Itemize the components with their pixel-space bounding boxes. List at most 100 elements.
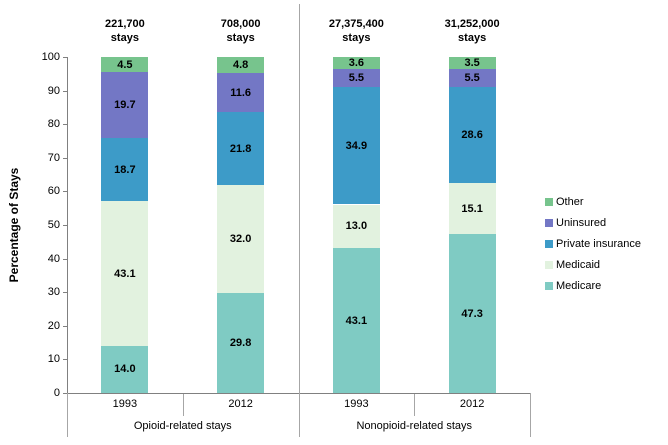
- bar-segment-value-label: 21.8: [229, 142, 252, 155]
- x-year-label: 1993: [112, 398, 138, 410]
- legend-color-swatch-icon: [545, 282, 553, 290]
- bar-segment-value-label: 18.7: [114, 163, 136, 176]
- y-tick-mark: [63, 225, 67, 226]
- legend-label: Other: [556, 196, 584, 208]
- y-tick-mark: [63, 191, 67, 193]
- bar-segment-value-label: 3.5: [464, 56, 480, 69]
- category-divider: [530, 393, 531, 437]
- bar-segment-medicaid: 43.1: [101, 201, 149, 346]
- category-divider: [67, 393, 68, 437]
- y-tick-label: 0: [53, 387, 60, 399]
- y-tick-label: 70: [47, 151, 60, 164]
- x-group-label: Opioid-related stays: [133, 420, 232, 432]
- y-tick-mark: [63, 57, 67, 58]
- bar-segment-value-label: 3.6: [348, 56, 365, 69]
- legend-label: Uninsured: [556, 217, 607, 229]
- bar-segment-private-insurance: 21.8: [217, 112, 265, 186]
- bar-segment-uninsured: 5.5: [332, 68, 380, 88]
- bar-segment-other: 4.5: [101, 57, 149, 73]
- category-divider: [414, 394, 415, 416]
- legend-color-swatch-icon: [545, 198, 553, 206]
- bar-segment-value-label: 28.6: [461, 129, 483, 142]
- legend-color-swatch-icon: [545, 261, 553, 269]
- bar-total-label: 31,252,000 stays: [412, 17, 532, 45]
- bar-segment-value-label: 11.6: [230, 86, 252, 99]
- bar-segment-value-label: 34.9: [345, 139, 368, 152]
- bar-segment-medicare: 47.3: [448, 234, 496, 393]
- bar-segment-medicaid: 13.0: [332, 204, 380, 249]
- bar-segment-uninsured: 5.5: [448, 68, 496, 88]
- y-tick-label: 10: [47, 353, 60, 366]
- bar-segment-medicaid: 32.0: [217, 185, 265, 293]
- bar-segment-other: 3.6: [332, 56, 380, 69]
- legend-item: Medicaid: [545, 259, 641, 271]
- bar-segment-value-label: 43.1: [114, 267, 136, 280]
- y-tick-label: 90: [47, 84, 60, 97]
- legend-label: Private insurance: [556, 238, 641, 250]
- bar-segment-value-label: 32.0: [229, 233, 252, 246]
- y-tick-mark: [63, 124, 67, 126]
- x-year-label: 2012: [228, 398, 253, 410]
- y-tick-mark: [63, 393, 67, 394]
- bar-segment-value-label: 4.8: [232, 59, 249, 72]
- bar-total-unit: stays: [342, 32, 371, 44]
- bar-segment-value-label: 29.8: [229, 336, 252, 349]
- bar-segment-value-label: 14.0: [114, 363, 136, 376]
- y-tick-label: 50: [47, 219, 60, 231]
- bar-segment-value-label: 19.7: [114, 99, 136, 112]
- bar-segment-value-label: 5.5: [464, 71, 480, 84]
- bar-segment-value-label: 43.1: [345, 314, 368, 327]
- legend-label: Medicaid: [556, 259, 601, 271]
- legend-item: Medicare: [545, 280, 641, 292]
- bar-segment-other: 3.5: [448, 56, 496, 69]
- panel-separator: [299, 4, 300, 437]
- bar-total-count: 31,252,000: [444, 18, 500, 30]
- legend-item: Other: [545, 196, 641, 208]
- legend: Other Uninsured Private insurance Medicaid M…: [545, 196, 641, 292]
- y-tick-label: 30: [47, 286, 60, 299]
- bar-segment-private-insurance: 34.9: [332, 87, 380, 205]
- y-tick-label: 40: [47, 252, 60, 265]
- legend-item: Uninsured: [545, 217, 641, 229]
- bar-total-count: 27,375,400: [328, 18, 384, 30]
- y-tick-mark: [63, 359, 67, 361]
- bar-segment-medicare: 14.0: [101, 345, 149, 393]
- x-group-label: Nonopioid-related stays: [356, 420, 473, 432]
- bar-total-unit: stays: [110, 32, 139, 44]
- y-tick-mark: [63, 157, 67, 159]
- bar-total-label: 27,375,400 stays: [296, 17, 416, 45]
- category-divider: [183, 394, 184, 416]
- legend-color-swatch-icon: [545, 240, 553, 248]
- y-tick-label: 20: [47, 319, 60, 332]
- bar-segment-uninsured: 11.6: [217, 73, 265, 113]
- y-tick-label: 60: [47, 185, 60, 198]
- legend-item: Private insurance: [545, 238, 641, 250]
- legend-color-swatch-icon: [545, 219, 553, 227]
- y-tick-label: 100: [41, 51, 60, 63]
- y-tick-mark: [63, 258, 67, 260]
- bar-total-unit: stays: [226, 32, 255, 44]
- legend-label: Medicare: [556, 280, 602, 292]
- bar-segment-value-label: 15.1: [461, 202, 483, 215]
- bar-segment-value-label: 5.5: [348, 71, 365, 84]
- bar-total-label: 221,700 stays: [65, 17, 185, 45]
- bar-segment-private-insurance: 18.7: [101, 138, 149, 202]
- bar-segment-other: 4.8: [217, 57, 265, 74]
- bar-segment-value-label: 47.3: [461, 307, 483, 320]
- bar-total-count: 708,000: [220, 18, 261, 30]
- y-axis-line: [67, 57, 68, 393]
- bar-segment-value-label: 4.5: [117, 58, 133, 71]
- bar-segment-medicare: 43.1: [332, 248, 380, 393]
- x-year-label: 1993: [344, 398, 369, 410]
- bar-segment-uninsured: 19.7: [101, 72, 149, 139]
- bar-segment-value-label: 13.0: [345, 220, 368, 233]
- bar-segment-medicare: 29.8: [217, 292, 265, 393]
- bar-total-unit: stays: [458, 32, 487, 44]
- bar-total-count: 221,700: [104, 18, 145, 30]
- y-tick-mark: [63, 325, 67, 327]
- bar-total-label: 708,000 stays: [181, 17, 301, 45]
- y-tick-label: 80: [47, 118, 60, 131]
- y-tick-mark: [63, 90, 67, 92]
